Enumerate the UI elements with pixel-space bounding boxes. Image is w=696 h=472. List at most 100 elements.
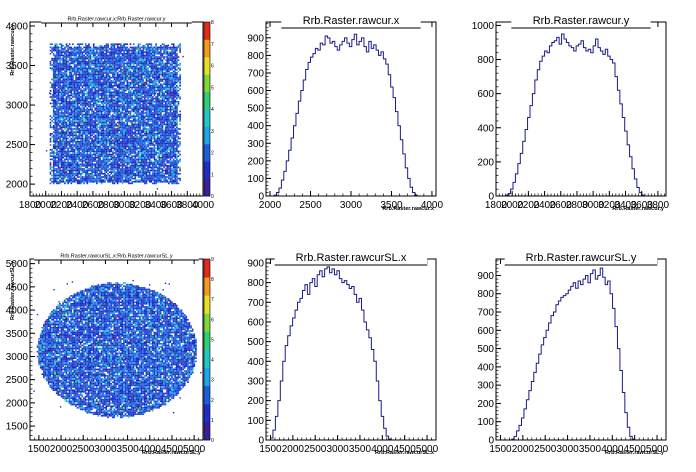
y-tick-label: 0 [258, 192, 264, 203]
y-tick-label: 0 [258, 436, 264, 447]
y-tick-label: 900 [247, 33, 264, 44]
x-tick-label: 2500 [72, 444, 95, 455]
colorbar-tick-label: 0 [211, 438, 214, 444]
y-tick-label: 200 [247, 396, 264, 407]
colorbar-band [204, 164, 210, 169]
colorbar-tick-label: 6 [211, 317, 214, 323]
y-tick-label: 3000 [6, 101, 29, 112]
colorbar-band [204, 309, 210, 314]
histogram-bar [576, 46, 578, 196]
heatmap-cells [45, 43, 184, 190]
colorbar-band [204, 185, 210, 190]
colorbar: 0 1 2 3 4 5 6 7 8 9 [203, 257, 214, 444]
colorbar-band [204, 147, 210, 152]
histogram-bar [608, 281, 610, 440]
x-tick-label: 3800 [647, 200, 670, 211]
colorbar-band [204, 298, 210, 303]
x-tick-label: 5000 [183, 444, 206, 455]
histogram-bar [600, 51, 602, 196]
y-tick-label: 4000 [6, 306, 29, 317]
colorbar-band [204, 154, 210, 159]
colorbar-band [204, 53, 210, 58]
histogram-bar [581, 41, 583, 196]
y-tick-label: 0 [488, 192, 494, 203]
colorbar-tick-label: 2 [211, 151, 214, 157]
colorbar: 0 1 2 3 4 5 6 7 8 [203, 20, 214, 200]
plot-frame [495, 258, 667, 441]
colorbar-band [204, 313, 210, 318]
histogram-bar [549, 46, 551, 196]
histogram-bar [312, 279, 314, 440]
histogram-bar [342, 41, 344, 196]
colorbar-band [204, 109, 210, 113]
histogram-bar [298, 101, 300, 196]
y-tick-label: 1500 [6, 422, 29, 433]
x-tick-label: 5000 [646, 444, 669, 455]
colorbar-band [204, 161, 210, 166]
y-tick-label: 600 [477, 89, 494, 100]
x-tick-label: 3800 [176, 200, 199, 211]
histogram-bars [506, 34, 644, 196]
y-tick-label: 500 [247, 337, 264, 348]
histogram-bar [293, 318, 295, 440]
histogram-bar [335, 47, 337, 196]
colorbar-band [204, 60, 210, 65]
chart-title: Rrb.Raster.rawcur.x:Rrb.Raster.rawcur.y [67, 17, 165, 23]
colorbar-band [204, 171, 210, 176]
histogram-bar [310, 283, 312, 440]
histogram-bar [564, 39, 566, 196]
x-tick-label: 2600 [82, 200, 105, 211]
colorbar-band [204, 425, 210, 430]
histogram-bar [369, 338, 371, 440]
histogram-bar [340, 45, 342, 196]
y-tick-label: 800 [247, 278, 264, 289]
colorbar-band [204, 269, 210, 274]
x-tick-label: 2000 [50, 444, 73, 455]
x-tick-label: 2400 [66, 200, 89, 211]
histogram-bar [386, 64, 388, 196]
y-tick-label: 600 [247, 317, 264, 328]
x-tick-label: 1500 [259, 444, 282, 455]
colorbar-band [204, 35, 210, 40]
colorbar-band [204, 95, 210, 99]
colorbar-band [204, 392, 210, 397]
colorbar-band [204, 324, 210, 329]
histogram-bar [605, 49, 607, 196]
histogram-bar [608, 56, 610, 196]
y-tick-label: 600 [247, 86, 264, 97]
histogram-bar [330, 273, 332, 440]
histogram-outline [269, 266, 392, 441]
histogram-bar [576, 288, 578, 440]
x-tick-label: 3200 [598, 200, 621, 211]
colorbar-band [204, 178, 210, 183]
colorbar-band [204, 421, 210, 426]
colorbar-band [204, 284, 210, 289]
colorbar-tick-label: 1 [211, 418, 214, 424]
histogram-bar [571, 48, 573, 196]
histogram-bar [332, 41, 334, 196]
y-tick-label: 400 [247, 357, 264, 368]
histogram-bar [574, 51, 576, 196]
y-tick-label: 700 [247, 68, 264, 79]
colorbar-tick-label: 4 [211, 358, 214, 364]
colorbar-band [204, 291, 210, 296]
x-tick-label: 3000 [340, 200, 363, 211]
x-tick-label: 2400 [533, 200, 556, 211]
histogram-bar [610, 60, 612, 196]
histogram-bar [563, 296, 565, 440]
title-box [504, 249, 658, 265]
y-tick-label: 2000 [6, 180, 29, 191]
heatmap-cells [33, 279, 202, 419]
x-axis-label: Rrb.Raster.rawcurSL.x [375, 450, 435, 456]
histogram-bar [300, 298, 302, 440]
histogram-bar [328, 38, 330, 196]
histogram-bar [320, 43, 322, 196]
histogram-bar [352, 40, 354, 196]
histogram-bar [598, 275, 600, 440]
colorbar-band [204, 414, 210, 419]
x-tick-label: 2000 [282, 444, 305, 455]
x-tick-label: 4000 [421, 200, 444, 211]
histogram-bar [586, 51, 588, 196]
